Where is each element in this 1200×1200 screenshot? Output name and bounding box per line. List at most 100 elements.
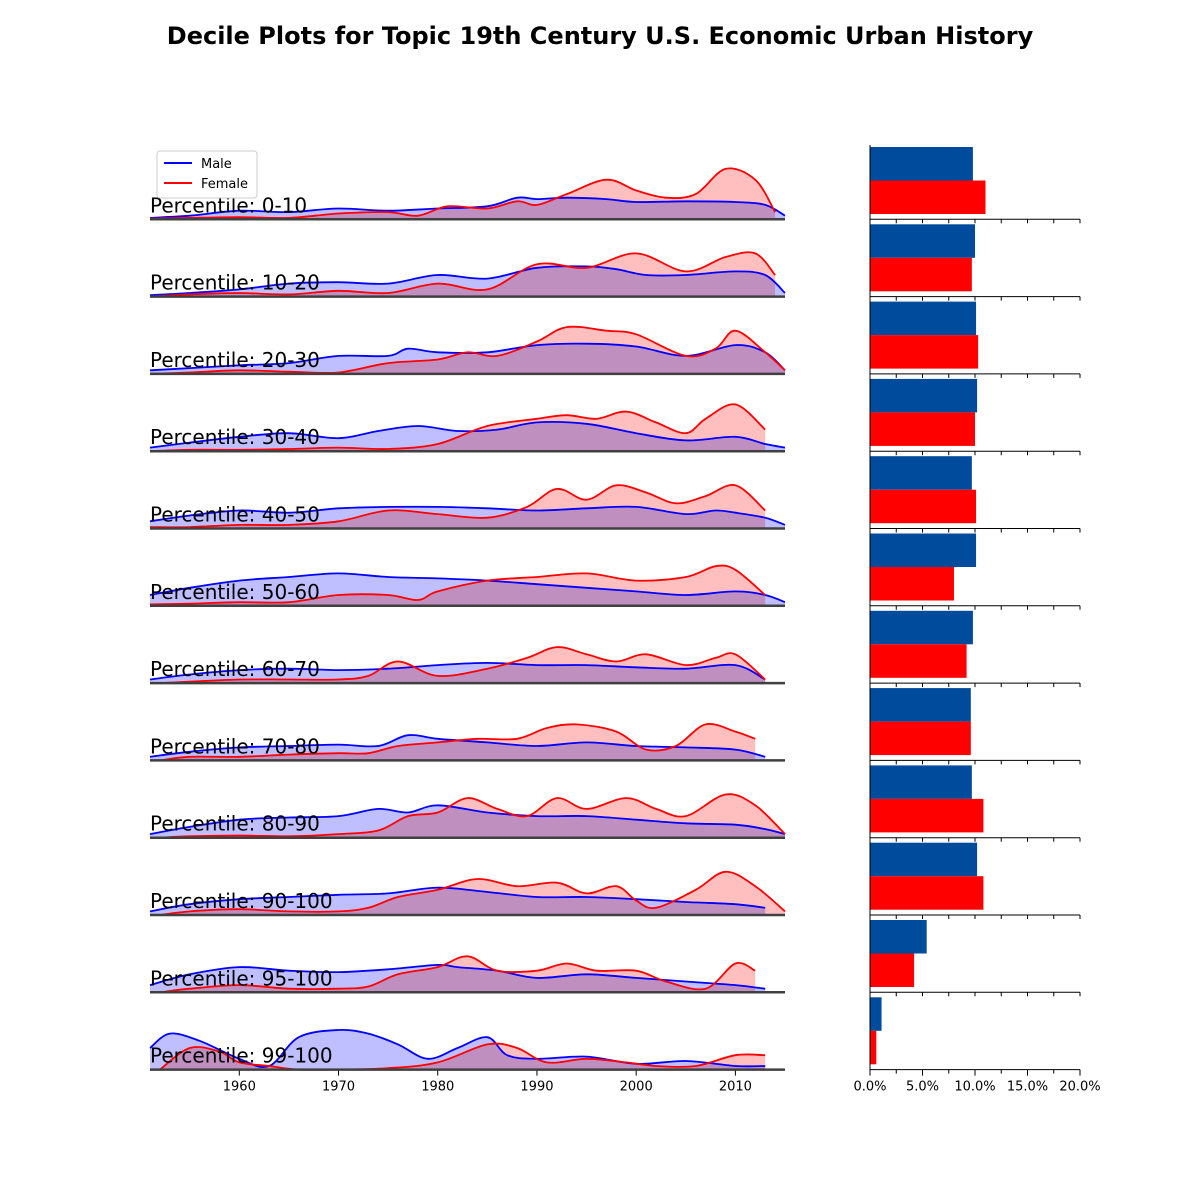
female-line bbox=[149, 167, 776, 220]
chart-title: Decile Plots for Topic 19th Century U.S.… bbox=[167, 22, 1034, 50]
male-line bbox=[149, 505, 786, 526]
panel-1: Percentile: 10-20 bbox=[149, 251, 786, 298]
panel-0: Percentile: 0-10 bbox=[149, 167, 786, 221]
female-area bbox=[150, 168, 776, 220]
percentile-label: Percentile: 95-100 bbox=[150, 966, 333, 990]
female-line bbox=[149, 484, 766, 529]
legend: Male Female bbox=[156, 150, 258, 199]
female-area bbox=[159, 871, 785, 915]
male-line bbox=[149, 963, 766, 990]
bar-group-3 bbox=[869, 378, 1081, 456]
panel-11: Percentile: 99-100 bbox=[149, 1028, 785, 1071]
female-area bbox=[150, 404, 766, 452]
percentile-label: Percentile: 30-40 bbox=[150, 425, 320, 449]
male-bar bbox=[870, 456, 972, 490]
percentile-label: Percentile: 20-30 bbox=[150, 348, 320, 372]
percentile-label: Percentile: 10-20 bbox=[150, 271, 320, 295]
female-line bbox=[159, 870, 786, 916]
female-area bbox=[159, 794, 785, 838]
male-bar bbox=[870, 533, 977, 567]
panel-6: Percentile: 60-70 bbox=[149, 646, 785, 685]
percentile-label: Percentile: 60-70 bbox=[150, 657, 320, 681]
female-bar bbox=[870, 953, 915, 987]
female-area bbox=[150, 565, 766, 606]
male-bar bbox=[870, 997, 882, 1031]
male-line bbox=[149, 421, 786, 449]
female-line bbox=[149, 403, 766, 453]
bar-group-10 bbox=[869, 920, 1081, 997]
female-area bbox=[159, 956, 756, 993]
panel-7: Percentile: 70-80 bbox=[149, 723, 785, 762]
male-area bbox=[150, 1029, 766, 1070]
male-bar bbox=[870, 224, 975, 258]
female-area bbox=[150, 484, 766, 529]
male-bar bbox=[870, 378, 978, 413]
female-line bbox=[159, 793, 786, 839]
bar-group-0 bbox=[869, 147, 1081, 224]
legend-male-label: Male bbox=[201, 157, 232, 172]
female-line bbox=[159, 723, 756, 762]
female-line bbox=[159, 1042, 766, 1071]
male-bar bbox=[870, 842, 978, 877]
bar-group-5 bbox=[869, 533, 1081, 610]
bar-x-axis: 0.0% 5.0% 10.0% 15.0% 20.0% bbox=[853, 1069, 1101, 1095]
x-tick-label: 2000 bbox=[620, 1080, 653, 1095]
bar-group-1 bbox=[869, 224, 1081, 301]
female-bar bbox=[870, 257, 972, 292]
percentile-label: Percentile: 80-90 bbox=[150, 812, 320, 836]
female-bar bbox=[870, 798, 984, 833]
bar-group-9 bbox=[869, 842, 1081, 919]
panel-5: Percentile: 50-60 bbox=[149, 564, 786, 608]
percentile-label: Percentile: 70-80 bbox=[150, 734, 320, 758]
x-tick-label: 1980 bbox=[421, 1080, 454, 1095]
male-line bbox=[149, 804, 786, 835]
percentile-label: Percentile: 40-50 bbox=[150, 503, 320, 527]
bar-group-4 bbox=[869, 456, 1081, 533]
bar-group-2 bbox=[869, 301, 1081, 378]
bar-tick-label: 20.0% bbox=[1059, 1080, 1100, 1095]
female-area bbox=[159, 647, 766, 684]
female-area bbox=[150, 252, 776, 297]
panels-group: Percentile: 0-10 Percentile: 10-20 Percent… bbox=[149, 167, 786, 1071]
panel-3: Percentile: 30-40 bbox=[149, 403, 786, 453]
female-line bbox=[149, 251, 776, 298]
panel-8: Percentile: 80-90 bbox=[149, 793, 786, 839]
x-tick-label: 1990 bbox=[520, 1080, 553, 1095]
female-bar bbox=[870, 412, 975, 446]
male-bar bbox=[870, 610, 973, 645]
panel-2: Percentile: 20-30 bbox=[149, 325, 786, 376]
bar-group-7 bbox=[869, 688, 1081, 765]
male-bar bbox=[870, 301, 977, 336]
female-bar bbox=[870, 335, 979, 369]
percentile-label: Percentile: 99-100 bbox=[150, 1044, 333, 1068]
bar-group-11 bbox=[869, 997, 1081, 1074]
bar-group-8 bbox=[869, 765, 1081, 842]
female-line bbox=[149, 325, 786, 375]
bar-group-6 bbox=[869, 610, 1081, 688]
bar-tick-label: 10.0% bbox=[954, 1080, 995, 1095]
female-bar bbox=[870, 644, 967, 678]
x-tick-label: 1970 bbox=[322, 1080, 355, 1095]
x-tick-label: 2010 bbox=[719, 1080, 752, 1095]
female-bar bbox=[870, 721, 971, 756]
female-bar bbox=[870, 567, 954, 601]
bar-tick-label: 5.0% bbox=[906, 1080, 939, 1095]
bar-tick-label: 15.0% bbox=[1007, 1080, 1048, 1095]
x-axis: 1960 1970 1980 1990 2000 2010 bbox=[223, 1070, 752, 1095]
male-line bbox=[149, 196, 786, 219]
bars-group bbox=[869, 145, 1081, 1074]
percentile-label: Percentile: 90-100 bbox=[150, 889, 333, 913]
female-line bbox=[159, 955, 756, 994]
female-line bbox=[159, 646, 766, 684]
male-bar bbox=[870, 688, 971, 722]
female-area bbox=[159, 723, 756, 761]
male-bar bbox=[870, 920, 927, 954]
female-bar bbox=[870, 180, 986, 214]
female-line bbox=[149, 564, 766, 606]
panel-4: Percentile: 40-50 bbox=[149, 484, 786, 530]
female-bar bbox=[870, 876, 984, 910]
panel-10: Percentile: 95-100 bbox=[149, 955, 785, 994]
male-line bbox=[149, 265, 786, 297]
female-bar bbox=[870, 1030, 877, 1065]
